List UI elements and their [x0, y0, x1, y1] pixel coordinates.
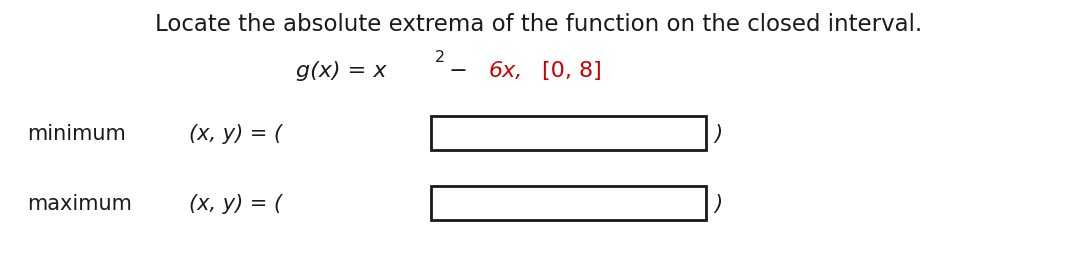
- Text: maximum: maximum: [27, 193, 132, 213]
- Text: minimum: minimum: [27, 123, 126, 143]
- Text: 2: 2: [434, 50, 444, 65]
- Bar: [431, 116, 706, 150]
- Text: ): ): [715, 123, 723, 143]
- Text: 6x,: 6x,: [488, 61, 523, 81]
- Bar: [431, 186, 706, 220]
- Text: (x, y) = (: (x, y) = (: [189, 193, 281, 213]
- Text: Locate the absolute extrema of the function on the closed interval.: Locate the absolute extrema of the funct…: [155, 13, 923, 36]
- Text: g(x) = x: g(x) = x: [296, 61, 387, 81]
- Text: ): ): [715, 193, 723, 213]
- Text: −: −: [442, 61, 474, 81]
- Text: (x, y) = (: (x, y) = (: [189, 123, 281, 143]
- Text: [0, 8]: [0, 8]: [542, 61, 602, 81]
